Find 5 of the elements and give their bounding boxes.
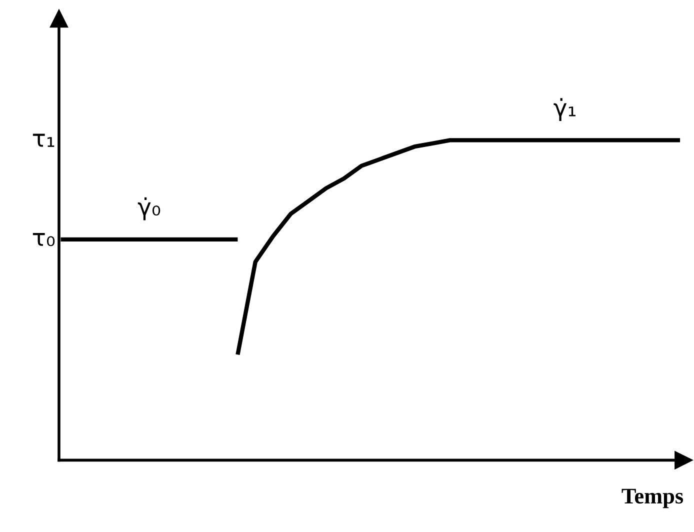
series-label: γ̇₀ (138, 197, 160, 220)
series-label: γ̇₁ (554, 98, 576, 122)
text: τ₀ (32, 233, 55, 246)
x-axis-title: Temps (622, 488, 684, 508)
text: τ₁ (32, 134, 54, 147)
